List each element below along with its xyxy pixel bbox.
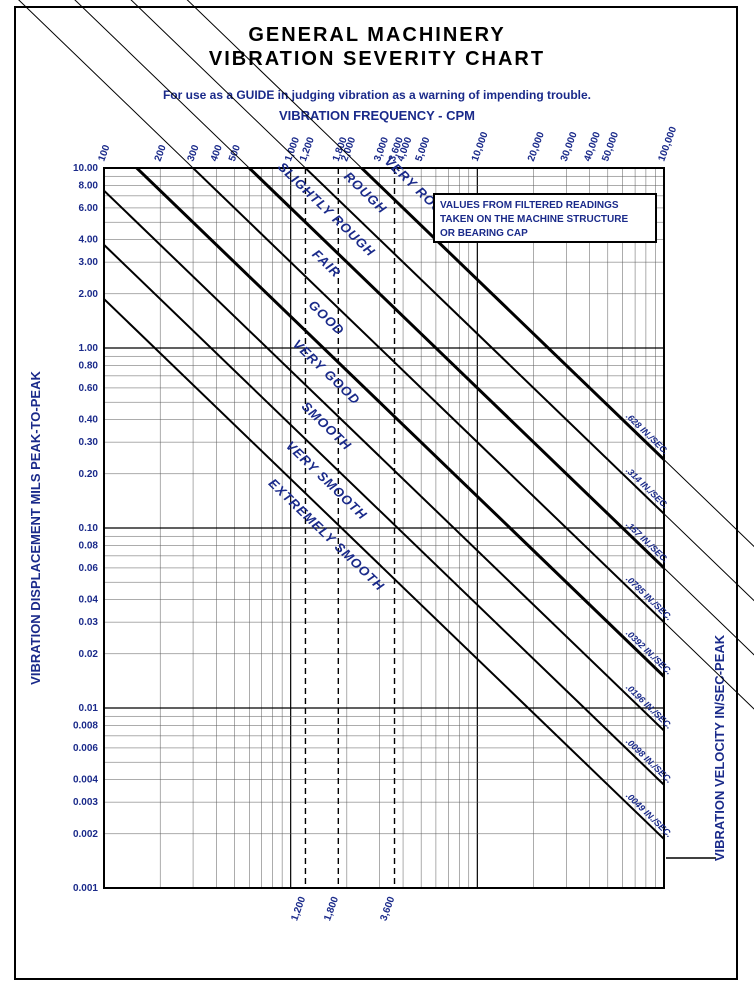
svg-text:0.003: 0.003: [73, 797, 98, 808]
svg-text:VERY GOOD: VERY GOOD: [290, 336, 363, 407]
svg-text:1.00: 1.00: [79, 343, 99, 354]
svg-text:4.00: 4.00: [79, 235, 99, 246]
svg-text:100,000: 100,000: [656, 125, 679, 163]
svg-text:VIBRATION DISPLACEMENT MILS: VIBRATION DISPLACEMENT MILS PEAK-TO-PEAK: [28, 371, 43, 685]
svg-text:20,000: 20,000: [526, 130, 547, 163]
svg-text:0.002: 0.002: [73, 829, 98, 840]
svg-text:0.20: 0.20: [79, 469, 99, 480]
svg-text:1,200: 1,200: [289, 895, 308, 923]
svg-text:0.02: 0.02: [79, 649, 99, 660]
svg-text:5,000: 5,000: [414, 135, 433, 163]
svg-text:.0049 IN./SEC.: .0049 IN./SEC.: [624, 790, 674, 839]
svg-text:0.30: 0.30: [79, 437, 99, 448]
svg-text:30,000: 30,000: [559, 130, 580, 163]
svg-text:0.10: 0.10: [79, 523, 99, 534]
svg-text:0.006: 0.006: [73, 743, 98, 754]
svg-text:400: 400: [209, 143, 225, 163]
svg-text:0.03: 0.03: [79, 617, 99, 628]
svg-text:0.004: 0.004: [73, 775, 98, 786]
svg-text:OR BEARING CAP: OR BEARING CAP: [440, 228, 528, 239]
svg-text:10.00: 10.00: [73, 163, 98, 174]
svg-text:0.06: 0.06: [79, 563, 99, 574]
svg-text:VIBRATION VELOCITY IN/SEC-P: VIBRATION VELOCITY IN/SEC-PEAK: [712, 634, 727, 861]
svg-text:0.60: 0.60: [79, 383, 99, 394]
svg-text:1,800: 1,800: [322, 895, 341, 923]
svg-text:0.04: 0.04: [79, 595, 99, 606]
svg-text:100: 100: [96, 143, 112, 163]
svg-text:2.00: 2.00: [79, 289, 99, 300]
svg-text:GOOD: GOOD: [306, 297, 348, 338]
svg-text:SMOOTH: SMOOTH: [299, 399, 355, 454]
svg-text:.0392 IN./SEC.: .0392 IN./SEC.: [624, 628, 674, 677]
svg-text:10,000: 10,000: [470, 130, 491, 163]
svg-text:200: 200: [153, 143, 169, 163]
svg-text:0.01: 0.01: [79, 703, 99, 714]
svg-text:50,000: 50,000: [600, 130, 621, 163]
svg-text:0.001: 0.001: [73, 883, 98, 894]
svg-text:3,600: 3,600: [378, 895, 397, 923]
svg-text:0.80: 0.80: [79, 360, 99, 371]
svg-text:VALUES FROM FILTERED READINGS: VALUES FROM FILTERED READINGS: [440, 200, 619, 211]
svg-text:0.008: 0.008: [73, 720, 98, 731]
svg-text:0.40: 0.40: [79, 415, 99, 426]
severity-chart: 1002003004005001,0001,2001,8002,0003,000…: [0, 0, 754, 987]
svg-text:EXTREMELY SMOOTH: EXTREMELY SMOOTH: [266, 475, 388, 593]
svg-text:6.00: 6.00: [79, 203, 99, 214]
svg-text:TAKEN ON THE MACHINE STRUCTURE: TAKEN ON THE MACHINE STRUCTURE: [440, 214, 628, 225]
svg-text:0.08: 0.08: [79, 540, 99, 551]
svg-text:3.00: 3.00: [79, 257, 99, 268]
svg-text:.0785 IN./SEC.: .0785 IN./SEC.: [624, 574, 674, 623]
svg-text:.0098 IN./SEC.: .0098 IN./SEC.: [624, 736, 674, 785]
svg-text:8.00: 8.00: [79, 180, 99, 191]
svg-text:300: 300: [186, 143, 202, 163]
svg-text:.0196 IN./SEC.: .0196 IN./SEC.: [624, 682, 674, 731]
